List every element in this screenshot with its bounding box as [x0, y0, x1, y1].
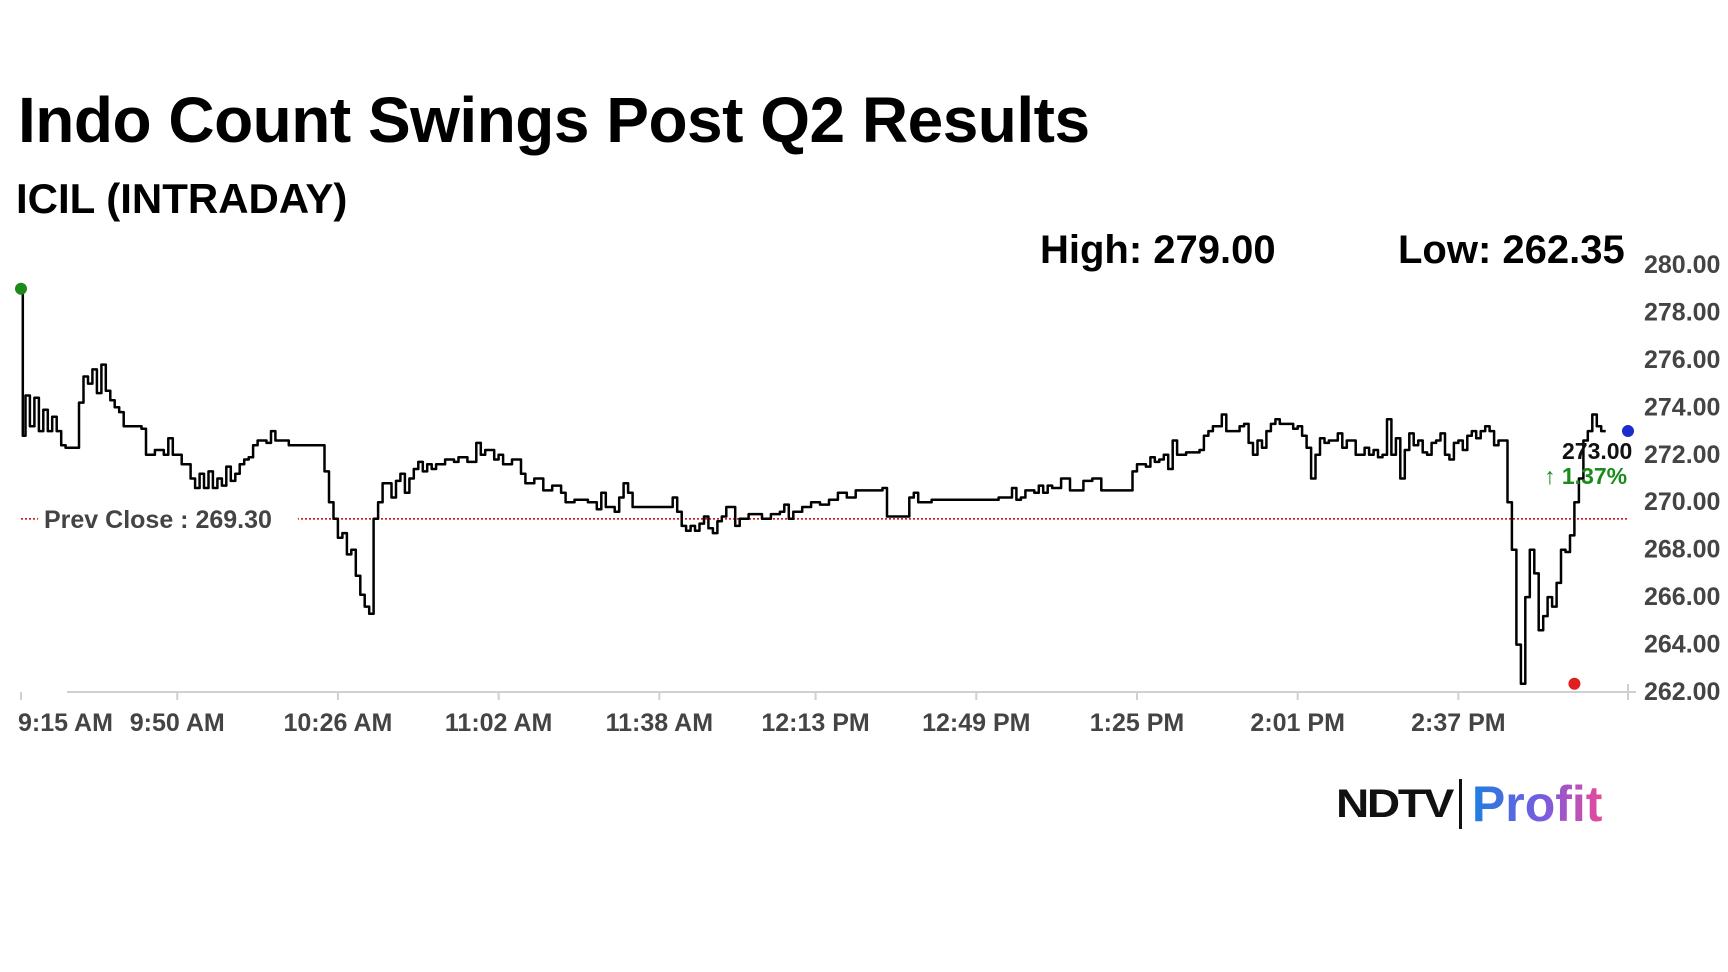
- x-tick-label: 1:25 PM: [1090, 709, 1184, 737]
- last-marker: [1622, 425, 1634, 438]
- low-label: Low: 262.35: [1398, 228, 1625, 272]
- page-title: Indo Count Swings Post Q2 Results: [18, 84, 1090, 156]
- y-tick-label: 280.00: [1644, 251, 1720, 279]
- x-tick-label: 2:37 PM: [1411, 709, 1505, 737]
- x-tick-label: 2:01 PM: [1250, 709, 1344, 737]
- x-axis: 9:15 AM 9:50 AM 10:26 AM 11:02 AM 11:38 AM 12…: [18, 684, 1636, 737]
- prev-close-label: Prev Close : 269.30: [44, 506, 272, 534]
- series-group: [21, 287, 1606, 685]
- y-axis: 280.00 278.00 276.00 274.00 272.00 270.00 268.…: [1644, 251, 1720, 706]
- x-tick-label: 12:13 PM: [761, 709, 869, 737]
- high-marker: [15, 282, 27, 295]
- y-tick-label: 274.00: [1644, 393, 1720, 421]
- page-subtitle: ICIL (INTRADAY): [16, 175, 348, 222]
- price-line: [21, 287, 1606, 685]
- logo-profit-text: Profit: [1471, 776, 1603, 832]
- last-price-label: 273.00: [1562, 438, 1632, 464]
- y-tick-label: 278.00: [1644, 298, 1720, 326]
- high-label: High: 279.00: [1040, 228, 1276, 272]
- y-tick-label: 276.00: [1644, 346, 1720, 374]
- y-tick-label: 262.00: [1644, 678, 1720, 706]
- y-tick-label: 266.00: [1644, 583, 1720, 611]
- x-tick-label: 11:38 AM: [606, 709, 713, 737]
- prev-close-group: Prev Close : 269.30: [21, 500, 1628, 535]
- ndtv-profit-logo: NDTV Profit: [1336, 774, 1602, 834]
- last-labels: 273.00↑ 1.37%: [1544, 438, 1632, 489]
- last-change-label: ↑ 1.37%: [1544, 463, 1627, 489]
- x-tick-label: 11:02 AM: [445, 709, 552, 737]
- markers: [15, 282, 1634, 690]
- x-tick-label: 10:26 AM: [284, 709, 393, 737]
- y-tick-label: 268.00: [1644, 536, 1720, 564]
- low-marker: [1568, 677, 1581, 690]
- logo-separator: [1458, 779, 1462, 829]
- logo-ndtv-text: NDTV: [1336, 781, 1454, 826]
- y-tick-label: 272.00: [1644, 441, 1720, 469]
- x-tick-label: 9:15 AM: [18, 709, 113, 737]
- x-tick-label: 9:50 AM: [130, 709, 225, 737]
- y-tick-label: 270.00: [1644, 488, 1720, 516]
- y-tick-label: 264.00: [1644, 631, 1720, 659]
- prev-close-label-bg: [38, 500, 298, 535]
- x-tick-label: 12:49 PM: [922, 709, 1030, 737]
